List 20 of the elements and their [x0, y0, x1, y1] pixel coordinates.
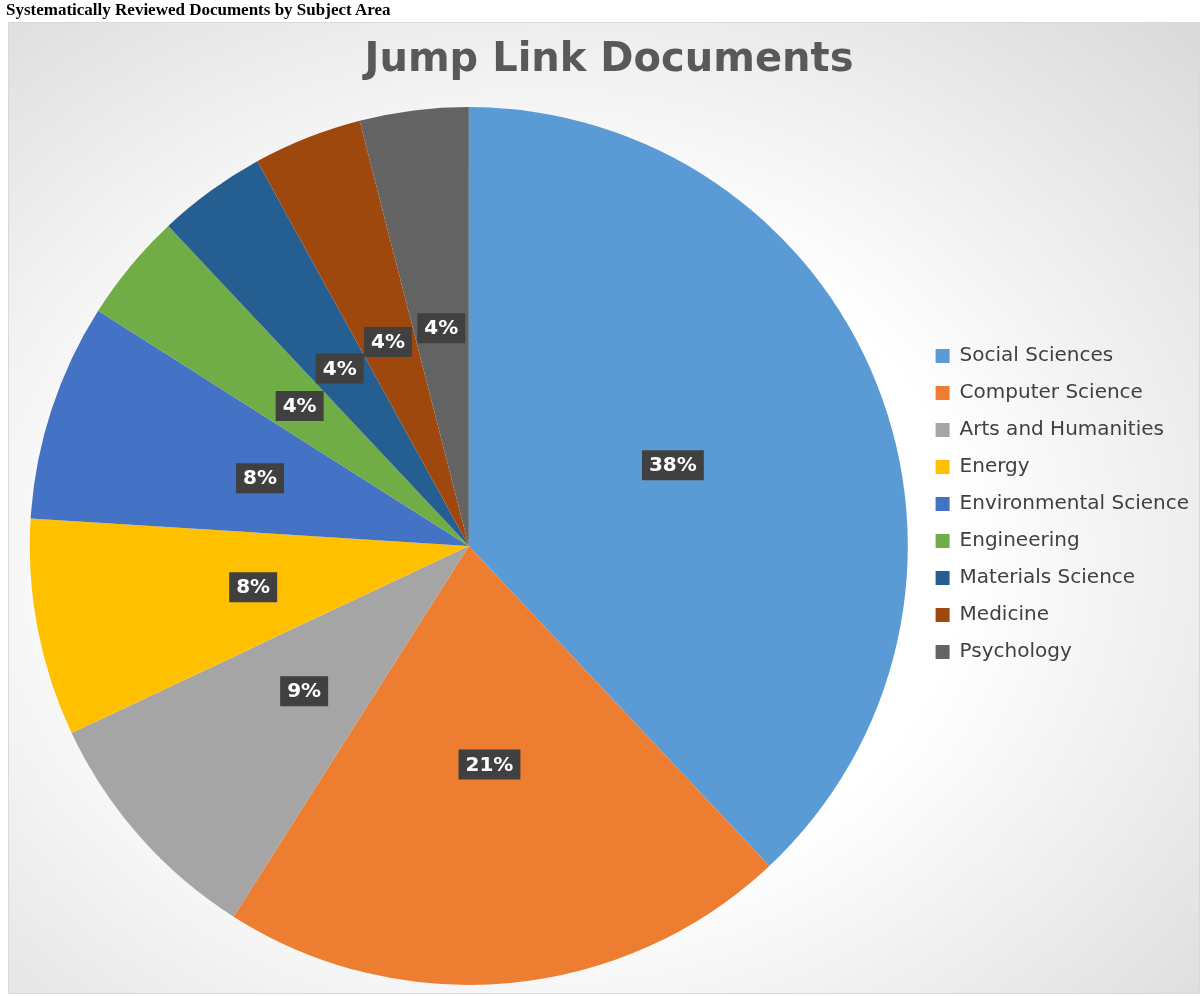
legend-label: Energy	[959, 453, 1030, 478]
legend-label: Psychology	[959, 638, 1072, 663]
legend-label: Engineering	[959, 527, 1080, 552]
legend-label: Arts and Humanities	[959, 416, 1164, 441]
legend-label: Medicine	[959, 601, 1049, 626]
data-label: 4%	[424, 315, 459, 340]
data-label: 8%	[243, 465, 278, 490]
data-label: 4%	[282, 393, 317, 418]
data-label: 8%	[236, 574, 271, 599]
legend-label: Environmental Science	[959, 490, 1189, 515]
data-label: 9%	[287, 678, 322, 703]
data-label: 4%	[322, 355, 357, 380]
chart-title: Jump Link Documents	[361, 34, 854, 81]
data-label: 38%	[648, 452, 697, 477]
legend-label: Computer Science	[959, 379, 1143, 404]
legend-label: Social Sciences	[959, 342, 1114, 367]
text: Systematically Reviewed Documents by Subject Area	[6, 0, 391, 20]
legend-label: Materials Science	[959, 564, 1136, 589]
data-label: 4%	[371, 329, 405, 354]
data-label: 21%	[465, 751, 514, 776]
